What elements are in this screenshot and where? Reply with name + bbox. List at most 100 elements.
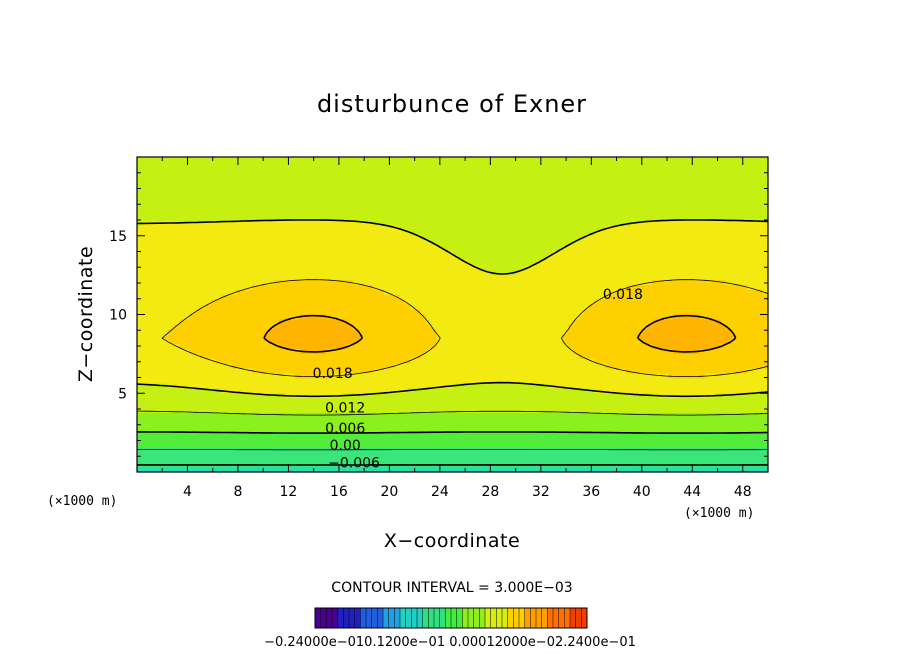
field-cell [373,216,380,222]
field-cell [300,240,306,247]
field-cell [494,284,501,291]
field-cell [378,196,385,202]
field-cell [263,260,270,266]
field-cell [236,334,243,340]
field-cell [357,255,364,261]
field-cell [284,299,291,306]
field-cell [520,348,527,355]
field-cell [505,408,511,414]
field-cell [405,211,412,217]
field-cell [536,235,543,242]
field-cell [315,255,322,261]
field-cell [484,447,490,453]
field-cell [526,319,532,325]
field-cell [441,393,448,399]
field-cell [242,442,249,448]
field-cell [373,452,380,458]
field-cell [378,383,385,389]
field-cell [389,299,396,306]
field-cell [273,388,280,394]
field-cell [315,270,322,276]
field-cell [294,344,301,350]
field-cell [463,408,469,414]
field-cell [184,260,191,266]
field-cell [289,344,296,350]
field-cell [310,299,317,306]
field-cell [499,216,506,222]
field-cell [505,363,511,370]
field-cell [342,250,348,257]
field-cell [547,157,554,163]
field-cell [300,422,306,429]
field-cell [147,457,154,463]
field-cell [189,245,196,252]
field-cell [252,457,259,463]
field-cell [300,388,306,394]
field-cell [305,304,312,311]
field-cell [457,157,464,163]
field-cell [268,161,275,168]
field-cell [221,265,227,271]
field-cell [147,255,154,261]
field-cell [342,245,348,252]
field-cell [431,447,438,453]
field-cell [247,161,254,168]
field-cell [347,225,354,232]
field-cell [431,388,438,394]
field-cell [142,240,149,247]
field-cell [252,275,259,281]
field-cell [457,319,464,325]
field-cell [452,339,459,345]
field-cell [252,324,259,330]
field-cell [368,344,375,350]
field-cell [342,442,348,448]
field-cell [384,161,390,168]
field-cell [420,427,427,434]
field-cell [520,383,527,389]
field-cell [452,201,459,207]
field-cell [494,334,501,340]
field-cell [315,191,322,197]
field-cell [541,280,548,286]
field-cell [384,196,390,202]
field-cell [231,348,238,355]
field-cell [505,427,511,434]
field-cell [278,250,285,257]
field-cell [410,417,417,424]
field-cell [142,324,149,330]
field-cell [294,245,301,252]
field-cell [505,157,511,163]
field-cell [137,378,143,384]
field-cell [284,186,291,193]
field-cell [447,339,454,345]
field-cell [326,388,333,394]
field-cell [179,353,185,360]
field-cell [231,334,238,340]
field-cell [184,275,191,281]
field-cell [452,230,459,237]
field-cell [168,368,175,375]
field-cell [405,363,412,370]
field-cell [189,275,196,281]
field-cell [426,348,433,355]
field-cell [352,403,359,409]
field-cell [526,270,532,276]
field-cell [468,334,475,340]
field-cell [499,280,506,286]
field-cell [268,329,275,335]
field-cell [226,235,233,242]
field-cell [468,447,475,453]
field-cell [389,220,396,227]
field-cell [441,280,448,286]
field-cell [210,309,217,316]
field-cell [378,211,385,217]
field-cell [336,284,343,291]
field-cell [415,432,422,439]
field-cell [410,270,417,276]
field-cell [531,255,538,261]
field-cell [189,329,196,335]
field-cell [342,240,348,247]
field-cell [499,422,506,429]
field-cell [231,422,238,429]
field-cell [363,353,369,360]
